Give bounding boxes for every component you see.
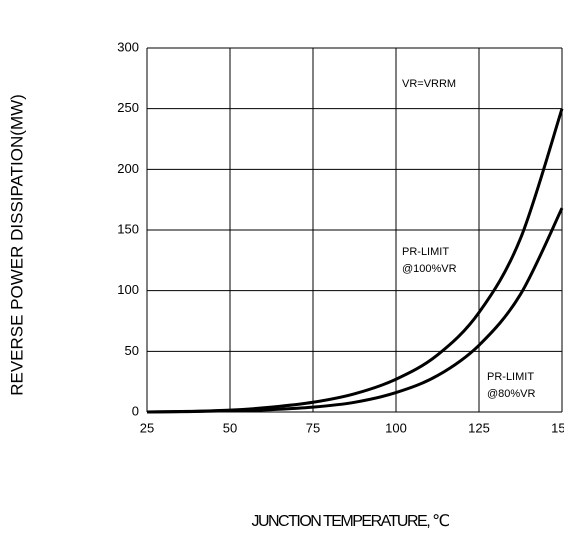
y-tick-label: 0 (132, 403, 139, 418)
y-tick-label: 100 (117, 282, 139, 297)
y-tick-label: 250 (117, 100, 139, 115)
y-tick-label: 50 (125, 343, 139, 358)
y-tick-label: 150 (117, 221, 139, 236)
annotation: @100%VR (402, 263, 457, 275)
curve (146, 108, 564, 414)
x-tick-label: 75 (306, 420, 320, 435)
x-axis-title: JUNCTION TEMPERATURE, ℃ (251, 513, 450, 530)
annotation: VR=VRRM (402, 78, 456, 90)
annotation: PR-LIMIT (402, 246, 449, 258)
y-tick-label: 300 (117, 39, 139, 54)
x-tick-label: 25 (140, 420, 154, 435)
x-tick-label: 125 (468, 420, 490, 435)
x-tick-label: 50 (223, 420, 237, 435)
y-axis-title: REVERSE POWER DISSIPATION(MW) (7, 94, 26, 396)
y-tick-label: 200 (117, 161, 139, 176)
x-tick-label: 100 (385, 420, 407, 435)
x-tick-label: 150 (551, 420, 564, 435)
annotation: @80%VR (487, 388, 536, 400)
curve (146, 207, 564, 414)
annotation: PR-LIMIT (487, 371, 534, 383)
